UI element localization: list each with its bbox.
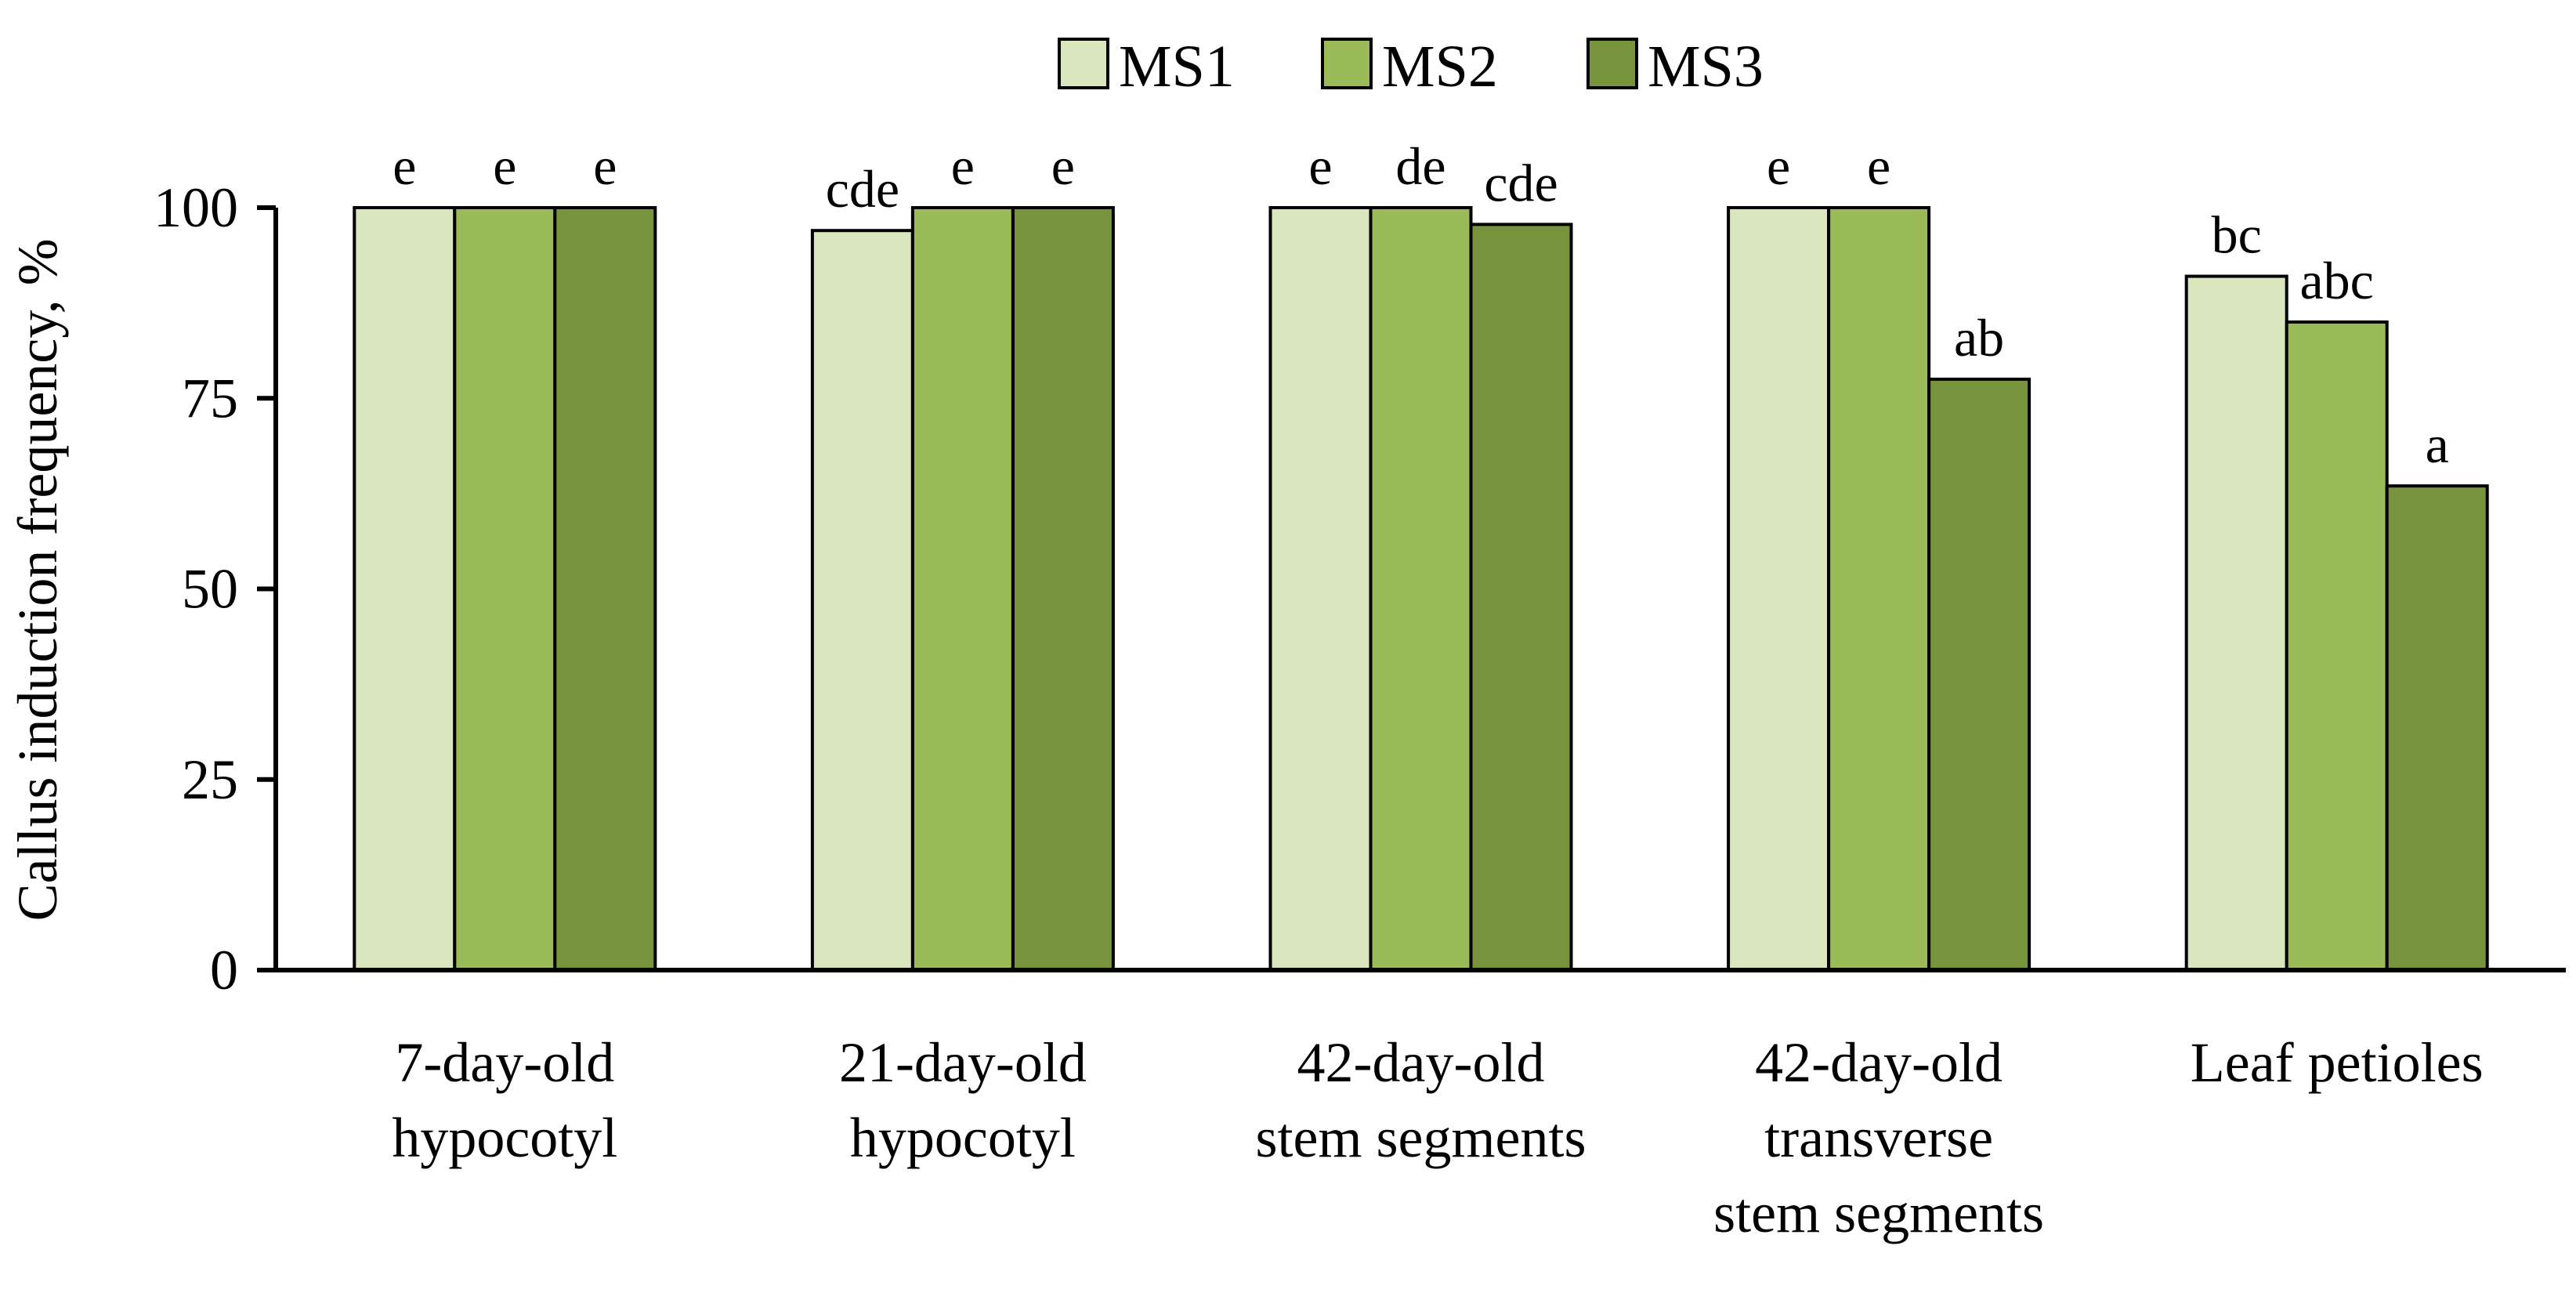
category-label-2: 42-day-old stem segments: [1256, 1031, 1586, 1169]
bar-label-ms3-3: ab: [1954, 308, 2004, 368]
legend-item-ms3: MS3: [1586, 34, 1764, 100]
bar-ms1-2: [1268, 206, 1373, 972]
bar-ms2-3: [1827, 206, 1931, 972]
bar-ms2-2: [1369, 206, 1473, 972]
category-label-4: Leaf petioles: [2191, 1031, 2484, 1094]
bar-ms3-0: [553, 206, 657, 972]
bar-label-ms3-0: e: [593, 136, 617, 196]
bar-ms2-4: [2285, 320, 2389, 972]
bar-ms1-1: [810, 229, 914, 972]
y-axis-label: Callus induction frequency, %: [6, 238, 69, 921]
bar-ms2-0: [453, 206, 557, 972]
bar-label-ms1-3: e: [1767, 136, 1790, 196]
bar-label-ms2-2: de: [1395, 136, 1445, 196]
y-tick-label-2: 50: [182, 558, 238, 621]
category-label-1: 21-day-old hypocotyl: [839, 1031, 1087, 1169]
bar-ms3-3: [1927, 377, 2031, 972]
category-label-0: 7-day-old hypocotyl: [392, 1031, 617, 1169]
bar-label-ms2-0: e: [493, 136, 516, 196]
legend-item-ms1: MS1: [1058, 34, 1235, 100]
y-tick-label-1: 25: [182, 748, 238, 811]
bar-ms2-1: [910, 206, 1015, 972]
bars: [353, 206, 2489, 972]
y-axis-label-group: Callus induction frequency, %: [6, 238, 69, 921]
bar-label-ms1-2: e: [1308, 136, 1332, 196]
legend-item-ms2: MS2: [1321, 34, 1498, 100]
y-tick-label-4: 100: [154, 176, 238, 239]
legend-label-ms2: MS2: [1382, 34, 1498, 100]
category-labels: 7-day-old hypocotyl 21-day-old hypocotyl 42-…: [392, 1031, 2483, 1244]
legend: MS1 MS2 MS3: [1058, 34, 1764, 100]
bar-ms1-4: [2184, 274, 2288, 972]
y-tick-label-0: 0: [210, 939, 238, 1001]
legend-swatch-ms3: [1586, 38, 1638, 89]
bar-label-ms2-1: e: [951, 136, 975, 196]
legend-label-ms3: MS3: [1648, 34, 1764, 100]
bar-label-ms3-1: e: [1051, 136, 1075, 196]
bar-label-ms1-4: bc: [2212, 205, 2262, 265]
legend-label-ms1: MS1: [1119, 34, 1235, 100]
bar-ms3-1: [1011, 206, 1115, 972]
bar-ms3-4: [2385, 484, 2489, 972]
bar-label-ms2-4: abc: [2300, 251, 2374, 310]
bar-label-ms1-1: cde: [826, 159, 899, 219]
category-label-3: 42-day-old transverse stem segments: [1713, 1031, 2044, 1244]
bar-ms1-3: [1727, 206, 1831, 972]
legend-swatch-ms1: [1058, 38, 1109, 89]
y-tick-label-3: 75: [182, 367, 238, 429]
bar-label-ms1-0: e: [393, 136, 416, 196]
bar-ms1-0: [353, 206, 457, 972]
bar-ms3-2: [1469, 223, 1573, 972]
y-ticks: 0 25 50 75 100: [154, 176, 276, 1001]
bar-label-ms2-3: e: [1867, 136, 1890, 196]
legend-swatch-ms2: [1321, 38, 1373, 89]
bar-label-ms3-2: cde: [1484, 153, 1558, 212]
bar-label-ms3-4: a: [2426, 415, 2449, 474]
